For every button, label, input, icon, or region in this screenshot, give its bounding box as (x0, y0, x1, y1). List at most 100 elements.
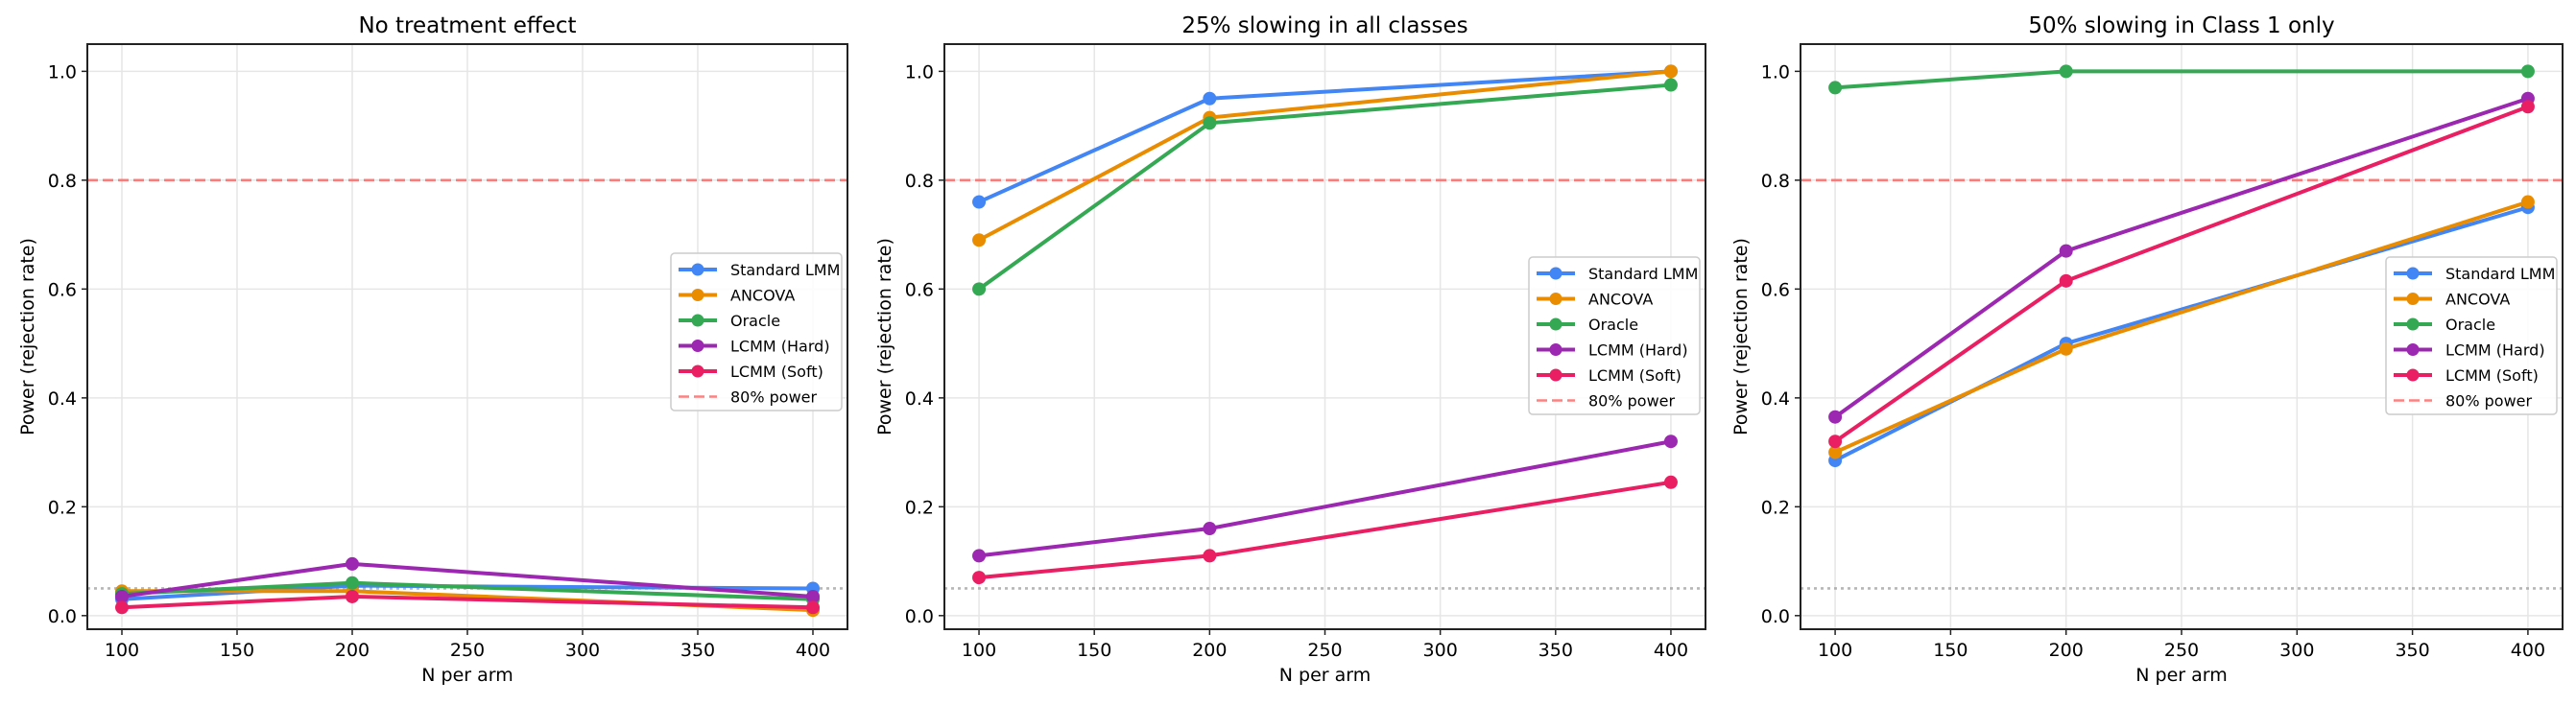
legend-label: LCMM (Hard) (730, 338, 830, 356)
data-point (346, 589, 359, 603)
x-tick-label: 200 (335, 640, 370, 661)
y-tick-label: 1.0 (905, 61, 934, 82)
data-point (972, 195, 987, 209)
legend-label: ANCOVA (2445, 291, 2510, 309)
legend-label: Oracle (730, 312, 780, 330)
legend-label: LCMM (Soft) (1588, 366, 1682, 385)
data-point (1828, 435, 1843, 449)
legend-label: LCMM (Soft) (730, 363, 823, 381)
x-tick-label: 300 (2279, 640, 2314, 661)
data-point (972, 233, 987, 247)
data-point (1203, 522, 1217, 536)
legend-label: ANCOVA (730, 287, 795, 305)
legend-swatch-marker (2406, 368, 2420, 382)
x-tick-label: 100 (962, 640, 996, 661)
data-point (2520, 100, 2535, 114)
data-point (1828, 410, 1843, 424)
legend-label: ANCOVA (1588, 291, 1653, 309)
y-axis-label: Power (rejection rate) (1730, 238, 1752, 435)
y-tick-label: 0.0 (905, 606, 934, 627)
y-tick-label: 0.2 (1761, 497, 1790, 518)
data-point (1203, 91, 1217, 106)
y-tick-label: 0.6 (905, 279, 934, 300)
x-tick-label: 350 (1538, 640, 1573, 661)
y-tick-label: 0.2 (905, 497, 934, 518)
legend-swatch-marker (2406, 343, 2420, 356)
legend-swatch-marker (1549, 343, 1562, 356)
data-point (806, 600, 820, 615)
x-tick-label: 100 (1818, 640, 1852, 661)
y-tick-label: 0.8 (48, 171, 77, 192)
subplot-title: 50% slowing in Class 1 only (2028, 13, 2334, 38)
legend-label: 80% power (2445, 392, 2533, 411)
x-tick-label: 400 (796, 640, 830, 661)
y-tick-label: 1.0 (48, 61, 77, 82)
x-axis-label: N per arm (2135, 665, 2227, 686)
legend-swatch-marker (691, 289, 704, 301)
x-tick-label: 250 (2164, 640, 2199, 661)
legend: Standard LMM ANCOVA Oracle LCMM (Hard) LCMM … (670, 252, 843, 411)
y-tick-label: 0.4 (48, 388, 77, 410)
x-tick-label: 300 (1423, 640, 1458, 661)
legend-label: Standard LMM (730, 261, 840, 279)
data-point (972, 549, 987, 563)
y-tick-label: 0.8 (905, 171, 934, 192)
data-point (972, 571, 987, 585)
legend: Standard LMM ANCOVA Oracle LCMM (Hard) LCMM … (2385, 256, 2558, 415)
data-point (1663, 475, 1678, 489)
legend-label: LCMM (Hard) (2445, 341, 2545, 360)
y-tick-label: 0.0 (48, 606, 77, 627)
data-point (1828, 81, 1843, 95)
x-tick-label: 150 (220, 640, 254, 661)
x-tick-label: 200 (2049, 640, 2084, 661)
data-point (115, 600, 129, 615)
y-tick-label: 0.2 (48, 497, 77, 518)
x-tick-label: 250 (1307, 640, 1342, 661)
y-axis-label: Power (rejection rate) (874, 238, 895, 435)
data-point (972, 282, 987, 296)
legend-label: 80% power (730, 388, 818, 407)
y-tick-label: 0.0 (1761, 606, 1790, 627)
data-point (1203, 116, 1217, 130)
legend-swatch-marker (691, 340, 704, 352)
data-point (1663, 435, 1678, 449)
subplot-2: 100 150 200 250 300 350 400 0.0 0.2 0.4 0.6 0.8 1.0 2… (874, 13, 1706, 686)
x-tick-label: 350 (680, 640, 715, 661)
subplot-1: 100 150 200 250 300 350 400 0.0 0.2 0.4 0.6 0.8 1.0 N… (17, 13, 848, 686)
y-tick-label: 0.4 (1761, 388, 1790, 410)
legend-swatch-marker (2406, 317, 2420, 331)
data-point (1663, 78, 1678, 92)
data-point (2520, 195, 2535, 209)
legend-label: Standard LMM (1588, 265, 1698, 283)
data-point (2059, 64, 2073, 79)
x-tick-label: 100 (105, 640, 139, 661)
legend-label: LCMM (Soft) (2445, 366, 2539, 385)
data-point (1828, 445, 1843, 459)
y-axis-label: Power (rejection rate) (17, 238, 38, 435)
data-point (2059, 273, 2073, 288)
x-tick-label: 250 (450, 640, 485, 661)
data-point (2059, 244, 2073, 258)
x-tick-label: 150 (1077, 640, 1111, 661)
legend-label: Standard LMM (2445, 265, 2555, 283)
legend-label: Oracle (1588, 316, 1638, 334)
y-tick-label: 0.6 (48, 279, 77, 300)
subplot-title: No treatment effect (358, 13, 576, 38)
legend: Standard LMM ANCOVA Oracle LCMM (Hard) LCMM … (1528, 256, 1701, 415)
data-point (1663, 64, 1678, 79)
x-tick-label: 200 (1192, 640, 1227, 661)
legend-swatch-marker (691, 263, 704, 276)
x-tick-label: 350 (2395, 640, 2429, 661)
legend-swatch-marker (1549, 368, 1562, 382)
data-point (2059, 341, 2073, 356)
data-point (346, 576, 359, 590)
legend-swatch-marker (1549, 317, 1562, 331)
data-point (806, 589, 820, 603)
legend-swatch-marker (691, 364, 704, 378)
legend-swatch-marker (1549, 293, 1562, 305)
legend-swatch-marker (691, 314, 704, 327)
legend-label: Oracle (2445, 316, 2495, 334)
data-point (1203, 549, 1217, 563)
subplot-3: 100 150 200 250 300 350 400 0.0 0.2 0.4 0.6 0.8 1.0 5… (1730, 13, 2564, 686)
